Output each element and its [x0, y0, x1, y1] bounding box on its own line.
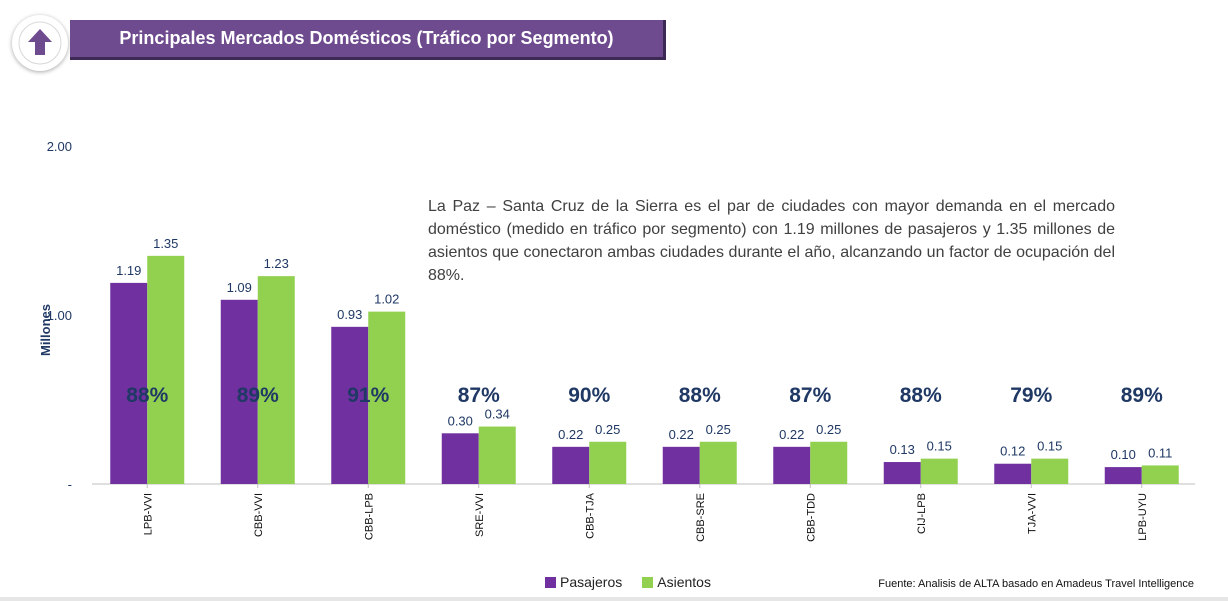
data-label: 0.25 [706, 422, 731, 437]
data-label: 0.25 [595, 422, 620, 437]
legend-item-asientos: Asientos [642, 574, 711, 590]
data-label: 0.25 [816, 422, 841, 437]
data-label: 1.35 [153, 236, 178, 251]
bar-pasajeros [441, 433, 479, 484]
load-factor-label: 87% [789, 384, 831, 407]
title-bar: Principales Mercados Domésticos (Tráfico… [70, 20, 666, 60]
load-factor-label: 87% [458, 384, 500, 407]
bar-pasajeros [552, 446, 590, 484]
data-label: 0.34 [485, 407, 510, 422]
legend-label-asientos: Asientos [657, 574, 711, 590]
load-factor-label: 89% [1121, 384, 1163, 407]
x-tick-label: CIJ-LPB [916, 493, 928, 534]
bar-asientos [147, 255, 185, 484]
bar-pasajeros [994, 463, 1032, 484]
x-tick-label: CBB-TDD [805, 493, 817, 542]
bar-pasajeros [1104, 467, 1142, 484]
data-label: 0.22 [558, 427, 583, 442]
data-label: 0.22 [779, 427, 804, 442]
data-label: 1.23 [264, 256, 289, 271]
data-label: 0.13 [890, 442, 915, 457]
x-tick-label: CBB-VVI [253, 493, 265, 537]
bottom-strip [0, 597, 1228, 601]
legend-item-pasajeros: Pasajeros [545, 574, 622, 590]
bar-asientos [368, 311, 406, 484]
data-label: 1.19 [116, 263, 141, 278]
data-label: 0.93 [337, 307, 362, 322]
x-tick-label: TJA-VVI [1026, 493, 1038, 534]
x-tick-label: SRE-VVI [474, 493, 486, 537]
legend-swatch-asientos [642, 576, 654, 588]
bar-pasajeros [331, 326, 369, 484]
legend-label-pasajeros: Pasajeros [560, 574, 623, 590]
bar-asientos [920, 458, 958, 484]
bar-asientos [810, 441, 848, 484]
data-label: 1.09 [227, 280, 252, 295]
bar-pasajeros [773, 446, 811, 484]
legend-swatch-pasajeros [545, 576, 556, 588]
data-label: 0.11 [1148, 445, 1172, 460]
x-tick-label: CBB-TJA [584, 492, 596, 539]
bar-pasajeros [662, 446, 700, 484]
x-tick-label: CBB-LPB [363, 493, 375, 540]
page-title: Principales Mercados Domésticos (Tráfico… [119, 28, 614, 48]
bar-asientos [257, 276, 295, 484]
data-label: 0.30 [448, 413, 473, 428]
bar-pasajeros [220, 299, 258, 484]
bar-asientos [1031, 458, 1069, 484]
x-tick-label: LPB-VVI [142, 493, 154, 535]
bar-pasajeros [110, 282, 148, 484]
load-factor-label: 79% [1010, 384, 1052, 407]
y-tick-label: - [68, 477, 72, 492]
data-label: 0.22 [669, 427, 694, 442]
data-label: 0.12 [1000, 444, 1025, 459]
description-text: La Paz – Santa Cruz de la Sierra es el p… [428, 198, 1115, 284]
data-label: 1.02 [374, 292, 399, 307]
y-axis-label: Millones [38, 304, 53, 356]
y-tick-label: 1.00 [47, 308, 72, 323]
x-tick-label: CBB-SRE [695, 493, 707, 542]
arrow-up-icon[interactable] [12, 15, 68, 71]
data-label: 0.10 [1111, 447, 1136, 462]
source-note: Fuente: Analisis de ALTA basado en Amade… [878, 578, 1194, 590]
bar-asientos [478, 426, 516, 484]
load-factor-label: 90% [568, 384, 610, 407]
y-tick-label: 2.00 [47, 139, 72, 154]
load-factor-label: 88% [126, 384, 168, 407]
load-factor-label: 91% [347, 384, 389, 407]
legend: Pasajeros Asientos [545, 574, 731, 590]
data-label: 0.15 [1037, 439, 1062, 454]
load-factor-label: 88% [679, 384, 721, 407]
x-tick-label: LPB-UYU [1137, 493, 1149, 541]
load-factor-label: 89% [237, 384, 279, 407]
bar-asientos [699, 441, 737, 484]
bar-pasajeros [883, 462, 921, 484]
load-factor-label: 88% [900, 384, 942, 407]
bar-asientos [1141, 465, 1179, 484]
bar-asientos [589, 441, 627, 484]
data-label: 0.15 [927, 439, 952, 454]
